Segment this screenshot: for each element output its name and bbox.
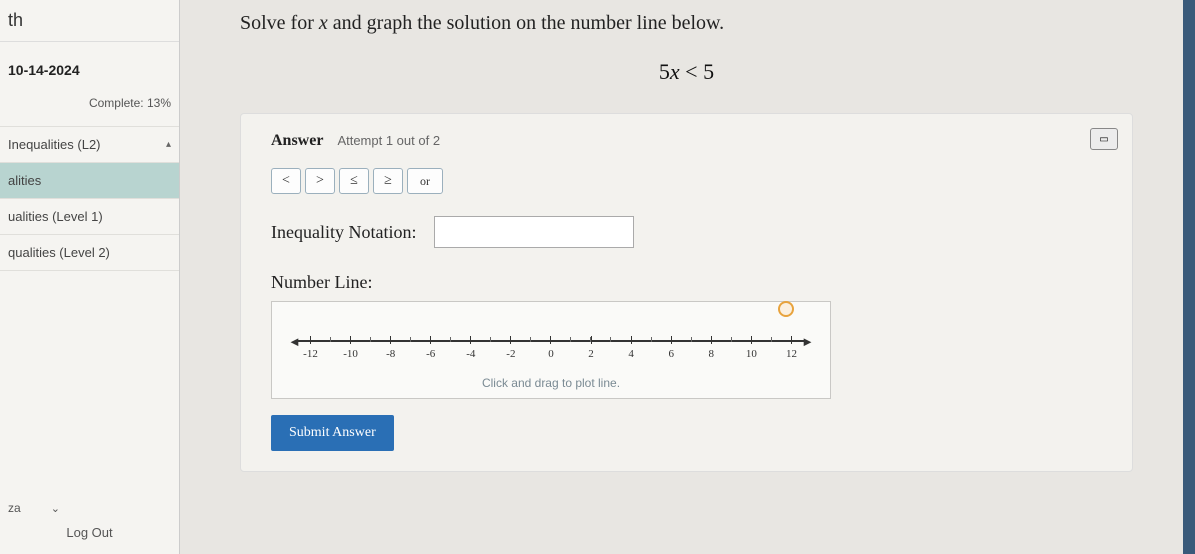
plot-marker-icon[interactable] xyxy=(778,301,794,317)
tick-label: 12 xyxy=(786,348,797,360)
inequality-notation-input[interactable] xyxy=(434,216,634,248)
user-name: za xyxy=(8,501,21,515)
gte-button[interactable]: ≥ xyxy=(373,168,403,194)
arrow-left-icon: ◄ xyxy=(288,334,301,350)
problem-equation: 5x < 5 xyxy=(240,59,1133,85)
logout-button[interactable]: Log Out xyxy=(0,521,179,554)
sidebar-item-inequalities-l2[interactable]: Inequalities (L2) ▴ xyxy=(0,127,179,163)
inequality-notation-row: Inequality Notation: xyxy=(271,216,1102,248)
answer-heading: Answer xyxy=(271,132,323,149)
course-title: th xyxy=(0,0,179,42)
sidebar-item-alities[interactable]: alities xyxy=(0,163,179,199)
tick-label: 0 xyxy=(548,348,554,360)
assignment-date: 10-14-2024 xyxy=(0,42,179,88)
video-help-icon[interactable]: ▭ xyxy=(1090,128,1118,150)
sidebar: th 10-14-2024 Complete: 13% Inequalities… xyxy=(0,0,180,554)
submit-answer-button[interactable]: Submit Answer xyxy=(271,415,394,451)
answer-panel: ▭ Answer Attempt 1 out of 2 < > ≤ ≥ or I… xyxy=(240,113,1133,472)
tick-label: 10 xyxy=(746,348,757,360)
tick-label: -8 xyxy=(386,348,395,360)
gt-button[interactable]: > xyxy=(305,168,335,194)
tick-label: 6 xyxy=(668,348,674,360)
answer-header: Answer Attempt 1 out of 2 xyxy=(271,132,1102,150)
notation-label: Inequality Notation: xyxy=(271,222,416,243)
prompt-text: Solve for xyxy=(240,12,319,34)
sidebar-item-label: Inequalities (L2) xyxy=(8,137,101,152)
main-content: Solve for x and graph the solution on th… xyxy=(180,0,1183,554)
tick-label: 4 xyxy=(628,348,634,360)
prompt-variable: x xyxy=(319,12,328,34)
completion-percent: Complete: 13% xyxy=(0,88,179,127)
collapse-arrow-icon: ▴ xyxy=(166,139,171,150)
arrow-right-icon: ► xyxy=(801,334,814,350)
sidebar-item-ualities-level1[interactable]: ualities (Level 1) xyxy=(0,199,179,235)
sidebar-item-label: ualities (Level 1) xyxy=(8,209,103,224)
numberline-label: Number Line: xyxy=(271,272,1102,293)
or-button[interactable]: or xyxy=(407,168,443,194)
numberline-plot[interactable]: ◄ ► -12 -10 -8 -6 -4 -2 0 2 4 6 8 xyxy=(271,301,831,399)
window-edge xyxy=(1183,0,1195,554)
tick-label: -6 xyxy=(426,348,435,360)
sidebar-item-label: alities xyxy=(8,173,41,188)
lte-button[interactable]: ≤ xyxy=(339,168,369,194)
tick-label: -12 xyxy=(303,348,318,360)
tick-label: 8 xyxy=(709,348,715,360)
numberline-track[interactable]: ◄ ► -12 -10 -8 -6 -4 -2 0 2 4 6 8 xyxy=(296,334,806,370)
user-row[interactable]: za ⌄ xyxy=(0,491,179,521)
sidebar-item-label: qualities (Level 2) xyxy=(8,245,110,260)
tick-label: -2 xyxy=(506,348,515,360)
tick-label: -4 xyxy=(466,348,475,360)
lt-button[interactable]: < xyxy=(271,168,301,194)
chevron-down-icon: ⌄ xyxy=(51,502,60,515)
numberline-hint: Click and drag to plot line. xyxy=(296,376,806,390)
tick-label: -10 xyxy=(343,348,358,360)
prompt-text: and graph the solution on the number lin… xyxy=(328,12,724,34)
tick-label: 2 xyxy=(588,348,594,360)
operator-buttons: < > ≤ ≥ or xyxy=(271,168,1102,194)
attempt-counter: Attempt 1 out of 2 xyxy=(337,133,440,148)
problem-prompt: Solve for x and graph the solution on th… xyxy=(240,12,1133,35)
sidebar-item-qualities-level2[interactable]: qualities (Level 2) xyxy=(0,235,179,271)
major-ticks: -12 -10 -8 -6 -4 -2 0 2 4 6 8 10 12 xyxy=(310,336,792,344)
